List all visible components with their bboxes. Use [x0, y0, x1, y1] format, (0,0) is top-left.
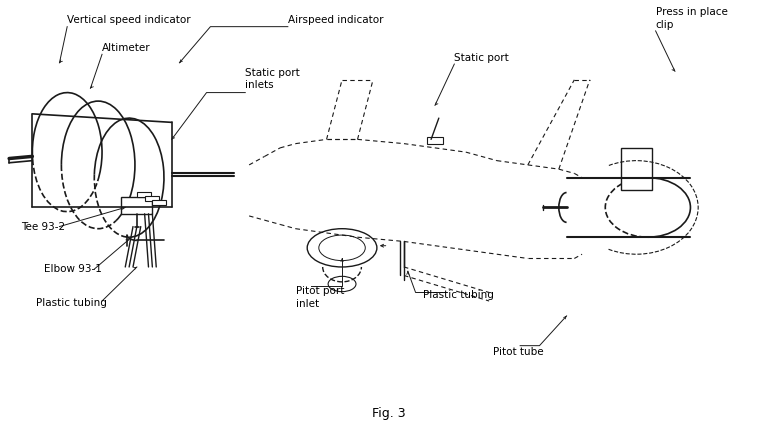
Bar: [145, 196, 159, 201]
Text: Plastic tubing: Plastic tubing: [423, 290, 494, 301]
Text: Pitot port
inlet: Pitot port inlet: [295, 286, 344, 308]
Text: Airspeed indicator: Airspeed indicator: [287, 15, 383, 25]
Text: Plastic tubing: Plastic tubing: [37, 298, 107, 308]
Text: Pitot tube: Pitot tube: [493, 347, 544, 357]
FancyBboxPatch shape: [621, 148, 652, 190]
Text: Vertical speed indicator: Vertical speed indicator: [67, 15, 191, 25]
Text: Static port: Static port: [455, 53, 509, 63]
Bar: [137, 192, 151, 197]
Bar: [427, 137, 443, 144]
Text: Tee 93-2: Tee 93-2: [21, 221, 64, 232]
Text: Altimeter: Altimeter: [102, 43, 151, 53]
Bar: [152, 200, 166, 205]
Text: Fig. 3: Fig. 3: [371, 407, 406, 420]
Text: Static port
inlets: Static port inlets: [246, 68, 300, 90]
Text: Elbow 93-1: Elbow 93-1: [44, 264, 102, 274]
FancyBboxPatch shape: [121, 197, 152, 214]
Text: Press in place
clip: Press in place clip: [656, 7, 727, 30]
